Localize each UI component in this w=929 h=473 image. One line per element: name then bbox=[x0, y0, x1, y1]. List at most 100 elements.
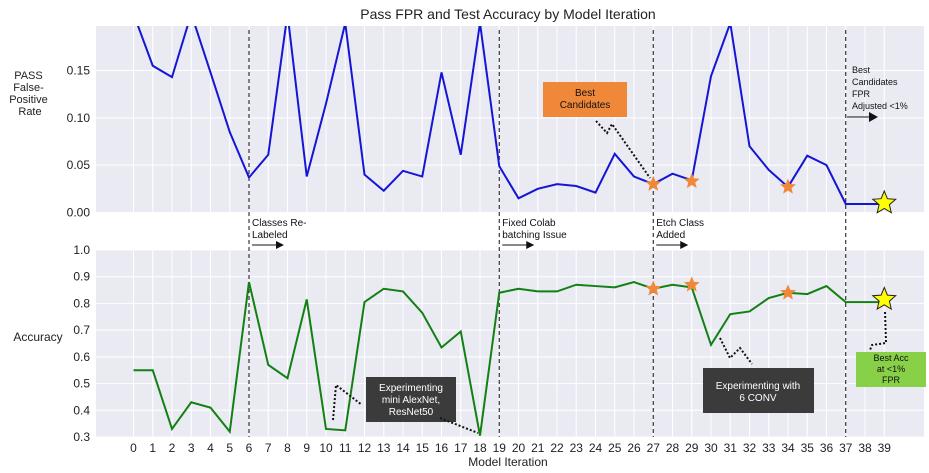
x-tick-label: 19 bbox=[493, 441, 507, 455]
best-fpr-text: Best Candidates FPR Adjusted <1% bbox=[852, 65, 908, 111]
event-label: Fixed Colab batching Issue bbox=[502, 218, 567, 241]
conv-box bbox=[703, 368, 814, 413]
x-tick-label: 27 bbox=[647, 441, 661, 455]
x-tick-label: 2 bbox=[169, 441, 176, 455]
best-candidates-text-line: Candidates bbox=[560, 100, 611, 111]
x-tick-label: 17 bbox=[454, 441, 468, 455]
accuracy-panel: 0.3 0.4 0.5 0.6 0.7 0.8 0.9 1.0 Accuracy bbox=[13, 243, 924, 444]
x-tick-label: 25 bbox=[608, 441, 622, 455]
accuracy-y-tick-label: 0.4 bbox=[73, 403, 90, 417]
x-tick-label: 6 bbox=[246, 441, 253, 455]
x-tick-label: 12 bbox=[358, 441, 372, 455]
accuracy-y-tick-label: 0.3 bbox=[73, 430, 90, 444]
x-tick-label: 20 bbox=[512, 441, 526, 455]
conv-text: Experimenting with 6 CONV bbox=[716, 381, 800, 404]
x-axis-label: Model Iteration bbox=[468, 455, 547, 469]
accuracy-candidate-star bbox=[645, 280, 662, 296]
alexnet-box bbox=[366, 377, 456, 422]
best-candidates-text-line: Best bbox=[575, 88, 595, 99]
best-acc-text-line: Best Acc bbox=[873, 353, 909, 363]
accuracy-candidate-star bbox=[780, 284, 796, 300]
fpr-y-label-line: Rate bbox=[18, 106, 41, 118]
x-tick-label: 10 bbox=[319, 441, 333, 455]
fpr-series-line bbox=[136, 26, 885, 205]
best-fpr-arrow-head bbox=[869, 112, 878, 122]
x-tick-label: 21 bbox=[531, 441, 545, 455]
x-tick-label: 24 bbox=[589, 441, 603, 455]
event-label-line: Classes Re- bbox=[252, 218, 306, 229]
x-tick-label: 39 bbox=[878, 441, 892, 455]
fpr-panel: 0.00 0.05 0.10 0.15 PASS False- Positive Ra… bbox=[9, 26, 924, 220]
best-acc-box bbox=[856, 352, 926, 387]
accuracy-y-tick-label: 0.8 bbox=[73, 296, 90, 310]
best-fpr-text-line: FPR bbox=[852, 89, 871, 99]
conv-text-line: 6 CONV bbox=[739, 393, 777, 404]
x-tick-label: 16 bbox=[435, 441, 449, 455]
alexnet-pointer-left bbox=[332, 383, 363, 421]
fpr-y-tick-label: 0.15 bbox=[67, 63, 91, 77]
event-label-line: Fixed Colab bbox=[502, 218, 556, 229]
x-tick-label: 8 bbox=[284, 441, 291, 455]
fpr-candidate-star bbox=[645, 175, 662, 191]
fpr-y-label: PASS False- Positive Rate bbox=[9, 70, 51, 118]
accuracy-y-tick-label: 0.6 bbox=[73, 350, 90, 364]
fpr-y-label-line: PASS bbox=[14, 70, 43, 82]
x-ticks: 0 1 2 3 4 5 6 7 8 9 10 11 12 13 14 15 16 17 18 19 20 21 22 23 24… bbox=[130, 441, 891, 455]
best-candidates-box bbox=[543, 82, 627, 117]
accuracy-y-tick-label: 1.0 bbox=[73, 243, 90, 257]
chart-title: Pass FPR and Test Accuracy by Model Iter… bbox=[360, 6, 655, 22]
accuracy-y-label: Accuracy bbox=[13, 330, 62, 344]
best-acc-text: Best Acc at <1% FPR bbox=[873, 353, 909, 385]
alexnet-text-line: ResNet50 bbox=[389, 407, 434, 418]
x-tick-label: 36 bbox=[820, 441, 834, 455]
x-tick-label: 4 bbox=[207, 441, 214, 455]
x-tick-label: 38 bbox=[858, 441, 872, 455]
x-tick-label: 18 bbox=[473, 441, 487, 455]
alexnet-text-line: mini AlexNet, bbox=[382, 395, 440, 406]
x-tick-label: 0 bbox=[130, 441, 137, 455]
best-acc-text-line: FPR bbox=[882, 375, 901, 385]
accuracy-series-line bbox=[133, 281, 885, 436]
best-candidates-pointer bbox=[595, 120, 651, 179]
alexnet-pointer-right bbox=[439, 417, 479, 434]
accuracy-y-tick-label: 0.7 bbox=[73, 323, 90, 337]
fpr-y-tick-label: 0.10 bbox=[67, 111, 91, 125]
x-tick-label: 1 bbox=[149, 441, 156, 455]
x-tick-label: 22 bbox=[550, 441, 564, 455]
event-label-line: Labeled bbox=[252, 230, 288, 241]
fpr-best-star bbox=[871, 189, 897, 214]
best-acc-text-line: at <1% bbox=[877, 364, 905, 374]
x-tick-label: 15 bbox=[416, 441, 430, 455]
fpr-y-ticks: 0.00 0.05 0.10 0.15 bbox=[67, 63, 91, 219]
accuracy-y-tick-label: 0.9 bbox=[73, 270, 90, 284]
event-label-line: Etch Class bbox=[656, 218, 704, 229]
series-layer bbox=[133, 26, 885, 436]
x-tick-label: 5 bbox=[226, 441, 233, 455]
fpr-y-label-line: Positive bbox=[9, 94, 48, 106]
x-tick-label: 9 bbox=[303, 441, 310, 455]
event-label-line: Added bbox=[656, 230, 685, 241]
accuracy-best-star bbox=[871, 286, 897, 311]
best-fpr-text-line: Candidates bbox=[852, 77, 898, 87]
x-tick-label: 33 bbox=[762, 441, 776, 455]
event-label: Classes Re-Labeled bbox=[252, 218, 306, 241]
x-tick-label: 11 bbox=[339, 441, 352, 455]
best-candidates-text: Best Candidates bbox=[560, 88, 611, 111]
event-arrow-head bbox=[680, 241, 689, 249]
conv-text-line: Experimenting with bbox=[716, 381, 800, 392]
x-tick-label: 34 bbox=[781, 441, 795, 455]
x-tick-label: 28 bbox=[666, 441, 680, 455]
best-fpr-text-line: Adjusted <1% bbox=[852, 101, 908, 111]
x-tick-label: 3 bbox=[188, 441, 195, 455]
x-tick-label: 23 bbox=[570, 441, 584, 455]
x-tick-label: 30 bbox=[704, 441, 718, 455]
event-arrow-head bbox=[276, 241, 284, 249]
x-tick-label: 26 bbox=[627, 441, 641, 455]
fpr-y-tick-label: 0.05 bbox=[67, 158, 91, 172]
stars-layer bbox=[645, 173, 897, 311]
fpr-y-tick-label: 0.00 bbox=[67, 206, 91, 220]
event-label-line: batching Issue bbox=[502, 230, 567, 241]
accuracy-candidate-star bbox=[683, 276, 700, 292]
